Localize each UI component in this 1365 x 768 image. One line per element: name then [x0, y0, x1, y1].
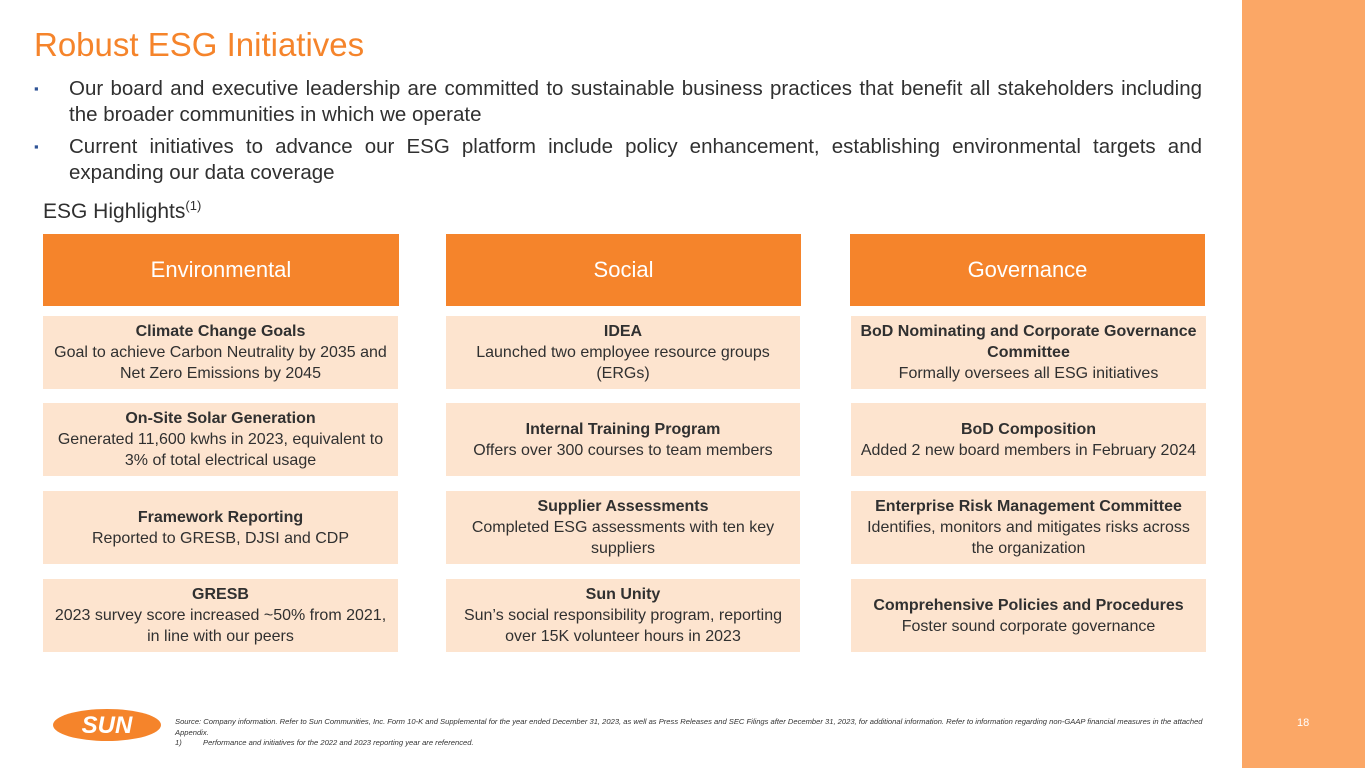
card-bod-composition: BoD Composition Added 2 new board member… — [851, 403, 1206, 476]
card-on-site-solar: On-Site Solar Generation Generated 11,60… — [43, 403, 398, 476]
card-title: Enterprise Risk Management Committee — [875, 498, 1182, 515]
bullet-text: Current initiatives to advance our ESG p… — [69, 135, 1202, 184]
card-text: Added 2 new board members in February 20… — [860, 441, 1197, 459]
card-gresb: GRESB 2023 survey score increased ~50% f… — [43, 579, 398, 652]
column-header-environmental: Environmental — [43, 234, 399, 306]
footnote-text: Performance and initiatives for the 2022… — [203, 738, 474, 747]
column-header-governance: Governance — [850, 234, 1205, 306]
card-text: Sun’s social responsibility program, rep… — [463, 607, 783, 645]
square-bullet-icon: ▪ — [34, 81, 39, 96]
card-internal-training: Internal Training Program Offers over 30… — [446, 403, 800, 476]
card-title: BoD Composition — [960, 420, 1097, 438]
card-title: On-Site Solar Generation — [125, 410, 316, 427]
source-note: Source: Company information. Refer to Su… — [175, 717, 1203, 737]
footnote: Source: Company information. Refer to Su… — [175, 717, 1225, 749]
bullet-text: Our board and executive leadership are c… — [69, 77, 1202, 126]
logo-text: SUN — [82, 712, 133, 739]
side-accent-band — [1242, 0, 1365, 768]
column-header-social: Social — [446, 234, 801, 306]
logo-ellipse — [53, 709, 161, 741]
card-text: Identifies, monitors and mitigates risks… — [867, 519, 1190, 557]
sun-logo: SUN — [53, 709, 161, 741]
card-text: Formally oversees all ESG initiatives — [898, 365, 1159, 382]
page-number: 18 — [1297, 717, 1310, 729]
card-title: Comprehensive Policies and Procedures — [873, 596, 1184, 614]
card-supplier-assessments: Supplier Assessments Completed ESG asses… — [446, 491, 800, 564]
card-idea: IDEA Launched two employee resource grou… — [446, 316, 800, 389]
card-policies-procedures: Comprehensive Policies and Procedures Fo… — [851, 579, 1206, 652]
bullet-item: ▪ Current initiatives to advance our ESG… — [34, 134, 1202, 186]
card-text: Foster sound corporate governance — [901, 617, 1156, 635]
card-title: Framework Reporting — [137, 508, 304, 526]
card-text: Generated 11,600 kwhs in 2023, equivalen… — [57, 431, 384, 469]
card-text: Offers over 300 courses to team members — [473, 441, 773, 459]
card-title: IDEA — [603, 323, 643, 340]
card-title: Climate Change Goals — [135, 323, 306, 340]
card-bod-nominating: BoD Nominating and Corporate Governance … — [851, 316, 1206, 389]
card-title: Internal Training Program — [525, 420, 721, 438]
square-bullet-icon: ▪ — [34, 139, 39, 154]
esg-highlights-heading: ESG Highlights(1) — [43, 198, 201, 224]
card-text: Reported to GRESB, DJSI and CDP — [92, 529, 349, 547]
card-title: Supplier Assessments — [537, 498, 709, 515]
card-text: Goal to achieve Carbon Neutrality by 203… — [54, 344, 387, 382]
footnote-ref: (1) — [185, 198, 202, 213]
card-title: BoD Nominating and Corporate Governance … — [860, 323, 1197, 361]
card-text: Launched two employee resource groups (E… — [476, 344, 770, 382]
card-climate-change-goals: Climate Change Goals Goal to achieve Car… — [43, 316, 398, 389]
card-text: Completed ESG assessments with ten key s… — [471, 519, 775, 557]
heading-text: ESG Highlights — [43, 200, 186, 223]
card-title: GRESB — [192, 586, 249, 603]
card-title: Sun Unity — [585, 586, 661, 603]
bullet-item: ▪ Our board and executive leadership are… — [34, 76, 1202, 128]
footnote-number: 1) — [175, 738, 182, 747]
card-framework-reporting: Framework Reporting Reported to GRESB, D… — [43, 491, 398, 564]
page-title: Robust ESG Initiatives — [34, 26, 365, 63]
footnote-item: 1) Performance and initiatives for the 2… — [175, 738, 1225, 749]
card-enterprise-risk: Enterprise Risk Management Committee Ide… — [851, 491, 1206, 564]
card-sun-unity: Sun Unity Sun’s social responsibility pr… — [446, 579, 800, 652]
intro-bullet-list: ▪ Our board and executive leadership are… — [34, 76, 1202, 192]
card-text: 2023 survey score increased ~50% from 20… — [54, 607, 387, 645]
